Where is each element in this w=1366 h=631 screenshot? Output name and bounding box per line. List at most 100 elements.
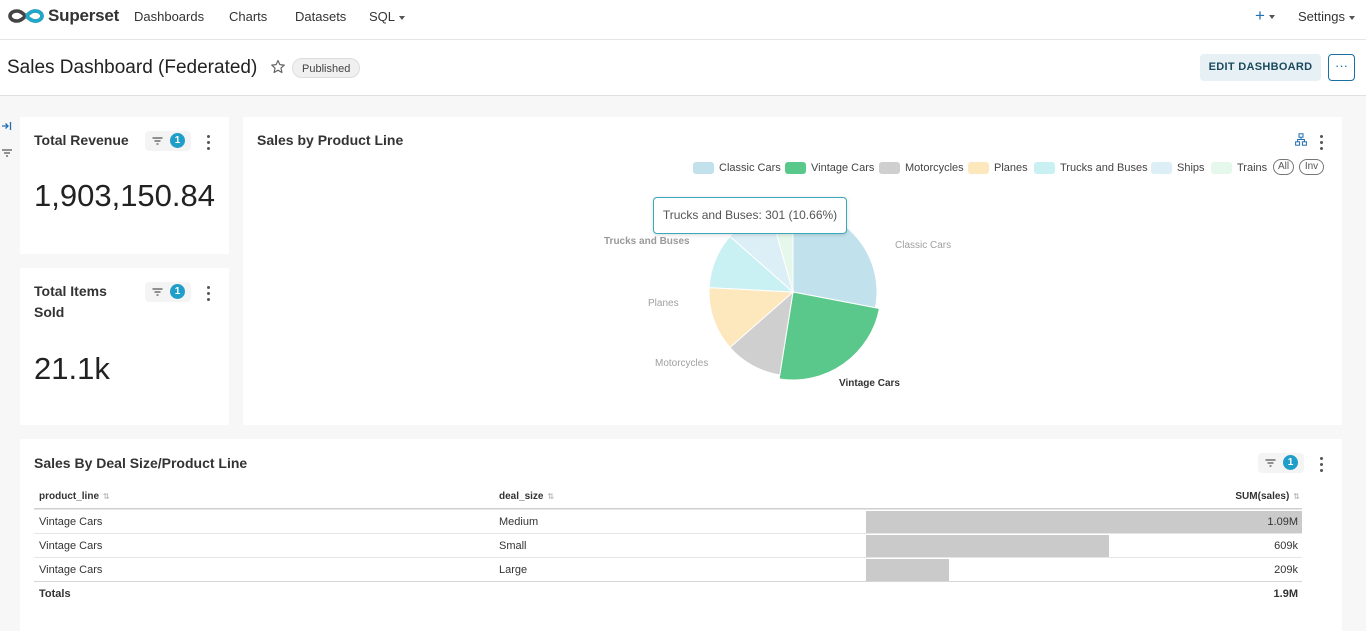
sales-by-deal-size-card: Sales By Deal Size/Product Line 1 [20, 439, 1342, 631]
pie-slice-vintage-cars[interactable] [778, 291, 881, 381]
nav-charts[interactable]: Charts [229, 9, 268, 24]
column-header-product-line[interactable]: product_line ⇅ [39, 490, 110, 503]
filter-count-badge: 1 [1283, 455, 1298, 470]
total-revenue-value: 1,903,150.84 [34, 178, 216, 213]
pie-chart-title: Sales by Product Line [257, 132, 404, 148]
cell-deal-size: Large [499, 564, 528, 576]
cell-sum-sales: 609k [1274, 540, 1298, 552]
totals-row: Totals 1.9M [34, 581, 1302, 605]
legend-item[interactable]: Planes [968, 161, 1028, 174]
drill-hierarchy-icon[interactable] [1295, 133, 1307, 146]
filter-count-badge: 1 [170, 284, 185, 299]
sort-icon: ⇅ [547, 492, 555, 501]
sales-bar [866, 511, 1302, 533]
status-badge: Published [292, 58, 361, 78]
nav-sql-label: SQL [369, 9, 396, 24]
legend-swatch [1211, 161, 1232, 174]
superset-logo[interactable]: Superset [8, 5, 119, 27]
brand-name: Superset [48, 6, 120, 25]
total-revenue-title: Total Revenue [34, 132, 129, 148]
title-line-1: Total Items [34, 283, 107, 299]
legend-label: Planes [994, 161, 1028, 174]
settings-label: Settings [1298, 9, 1345, 24]
nav-dashboards[interactable]: Dashboards [134, 9, 205, 24]
more-options-button[interactable]: ··· [1328, 54, 1355, 81]
column-header-label: SUM(sales) [1235, 491, 1290, 503]
dashboard-title[interactable]: Sales Dashboard (Federated) [7, 57, 258, 78]
legend-item[interactable]: Vintage Cars [785, 161, 874, 174]
applied-filters-indicator[interactable]: 1 [145, 131, 191, 151]
legend-invert-button[interactable]: Inv [1299, 159, 1324, 175]
more-vertical-icon[interactable] [207, 286, 211, 304]
total-items-card: Total Items Sold 1 21.1k [20, 268, 229, 425]
column-header-label: product_line [39, 491, 100, 503]
cell-deal-size: Medium [499, 516, 539, 528]
filter-count-badge: 1 [170, 133, 185, 148]
legend-swatch [1151, 161, 1172, 174]
legend-swatch [968, 161, 989, 174]
chevron-down-icon [1348, 15, 1355, 20]
pie-slice-planes[interactable] [708, 287, 795, 349]
title-line-2: Sold [34, 304, 65, 320]
legend-label: Ships [1177, 161, 1205, 174]
cell-sum-sales: 209k [1274, 564, 1298, 576]
cell-product-line: Vintage Cars [39, 540, 103, 552]
nav-datasets[interactable]: Datasets [295, 9, 347, 24]
filter-icon [152, 288, 163, 296]
legend-swatch [785, 161, 806, 174]
total-items-title: Total Items Sold [34, 281, 107, 323]
new-item-menu[interactable]: + [1255, 6, 1275, 26]
header-divider [34, 508, 1302, 509]
pie-tooltip: Trucks and Buses: 301 (10.66%) [653, 197, 847, 234]
column-header-deal-size[interactable]: deal_size ⇅ [499, 490, 554, 503]
legend-label: Trucks and Buses [1060, 161, 1148, 174]
legend-select-all-button[interactable]: All [1273, 159, 1294, 175]
pie-chart[interactable] [693, 195, 893, 395]
pie-label-planes: Planes [648, 298, 679, 309]
column-header-sum-sales[interactable]: SUM(sales) ⇅ [1235, 490, 1300, 503]
legend-item[interactable]: Trains [1211, 161, 1267, 174]
superset-logo-icon [8, 9, 44, 23]
totals-value: 1.9M [1273, 588, 1298, 600]
total-revenue-card: Total Revenue 1 1,903,150.84 [20, 117, 229, 254]
star-icon[interactable] [270, 59, 286, 75]
sales-bar [866, 559, 950, 581]
applied-filters-indicator[interactable]: 1 [145, 282, 191, 302]
sort-icon: ⇅ [1293, 492, 1300, 501]
legend-item[interactable]: Ships [1151, 161, 1205, 174]
total-items-value: 21.1k [34, 351, 110, 386]
more-vertical-icon[interactable] [207, 135, 211, 153]
filter-icon[interactable] [1, 145, 13, 163]
table-row[interactable]: Vintage Cars Medium 1.09M [34, 509, 1302, 533]
more-vertical-icon[interactable] [1320, 135, 1324, 153]
legend-item[interactable]: Motorcycles [879, 161, 964, 174]
expand-filter-bar-icon[interactable] [1, 121, 12, 134]
legend-label: Trains [1237, 161, 1268, 174]
cell-product-line: Vintage Cars [39, 564, 103, 576]
pie-label-trucks-and-buses: Trucks and Buses [604, 236, 690, 247]
legend-swatch [879, 161, 900, 174]
legend-swatch [1034, 161, 1055, 174]
cell-deal-size: Small [499, 540, 527, 552]
chevron-down-icon [399, 15, 406, 20]
pie-label-classic-cars: Classic Cars [895, 240, 952, 251]
settings-menu[interactable]: Settings [1298, 9, 1355, 25]
legend-item[interactable]: Classic Cars [693, 161, 781, 174]
chevron-down-icon [1268, 14, 1275, 19]
column-header-label: deal_size [499, 491, 544, 503]
more-vertical-icon[interactable] [1320, 457, 1324, 475]
legend-label: Motorcycles [905, 161, 964, 174]
nav-sql-menu[interactable]: SQL [369, 9, 406, 25]
plus-icon: + [1255, 6, 1265, 25]
legend-swatch [693, 161, 714, 174]
pie-label-motorcycles: Motorcycles [655, 358, 709, 369]
table-row[interactable]: Vintage Cars Large 209k [34, 557, 1302, 581]
legend-item[interactable]: Trucks and Buses [1034, 161, 1148, 174]
dashboard-header: Sales Dashboard (Federated) Published ED… [0, 40, 1366, 96]
applied-filters-indicator[interactable]: 1 [1258, 453, 1304, 473]
edit-dashboard-button[interactable]: EDIT DASHBOARD [1200, 54, 1321, 81]
filter-icon [152, 137, 163, 145]
totals-label: Totals [39, 588, 71, 600]
table-title: Sales By Deal Size/Product Line [34, 455, 248, 471]
table-row[interactable]: Vintage Cars Small 609k [34, 533, 1302, 557]
